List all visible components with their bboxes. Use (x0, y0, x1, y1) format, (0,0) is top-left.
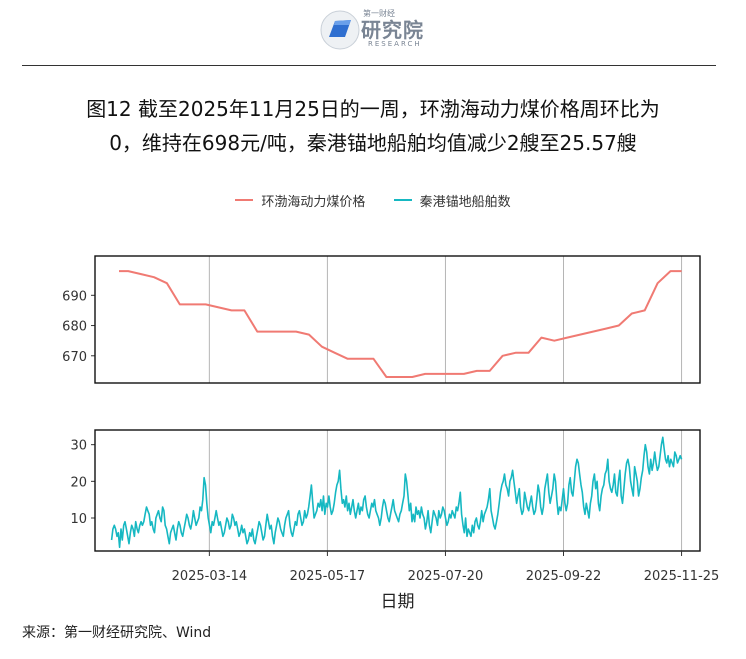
y-tick-label-1-3: 690 (62, 289, 87, 304)
y-tick-label-1-2: 680 (62, 320, 87, 335)
y-tick-label-2-2: 20 (70, 475, 87, 490)
legend: 环渤海动力煤价格 秦港锚地船舶数 (0, 190, 746, 210)
legend-label-price: 环渤海动力煤价格 (261, 194, 366, 210)
header: 第一财经 研究院 RESEARCH (0, 0, 746, 66)
source-note: 来源：第一财经研究院、Wind (22, 625, 212, 641)
legend-label-ships: 秦港锚地船舶数 (419, 194, 511, 210)
x-tick-label-2: 2025-05-17 (290, 569, 366, 584)
panel-frame-1 (94, 255, 701, 384)
logo-icon (320, 10, 360, 50)
logo-text: 研究院 (361, 18, 424, 42)
x-tick-label-1: 2025-03-14 (172, 569, 248, 584)
x-tick-label-5: 2025-11-25 (644, 569, 720, 584)
title-line-2: 0，维持在698元/吨，秦港锚地船舶均值减少2艘至25.57艘 (109, 131, 637, 155)
y-tick-label-1-1: 670 (62, 350, 87, 365)
legend-item-price: 环渤海动力煤价格 (235, 191, 365, 210)
series-line-price (119, 270, 682, 378)
legend-swatch-ships (393, 199, 412, 201)
legend-swatch-price (235, 199, 254, 201)
x-axis-label: 日期 (381, 592, 415, 612)
y-tick-label-2-1: 10 (70, 512, 87, 527)
title-line-1: 图12 截至2025年11月25日的一周，环渤海动力煤价格周环比为 (86, 97, 660, 121)
legend-item-ships: 秦港锚地船舶数 (393, 191, 511, 210)
logo-top-text: 第一财经 (363, 9, 395, 18)
header-divider (22, 65, 716, 66)
chart-title: 图12 截至2025年11月25日的一周，环渤海动力煤价格周环比为 0，维持在6… (0, 92, 746, 160)
logo-subtext: RESEARCH (368, 40, 422, 48)
series-line-ships (110, 436, 683, 549)
y-tick-label-2-3: 30 (70, 439, 87, 454)
x-tick-label-3: 2025-07-20 (408, 569, 484, 584)
panel-frame-2 (94, 429, 701, 552)
x-tick-label-4: 2025-09-22 (526, 569, 602, 584)
